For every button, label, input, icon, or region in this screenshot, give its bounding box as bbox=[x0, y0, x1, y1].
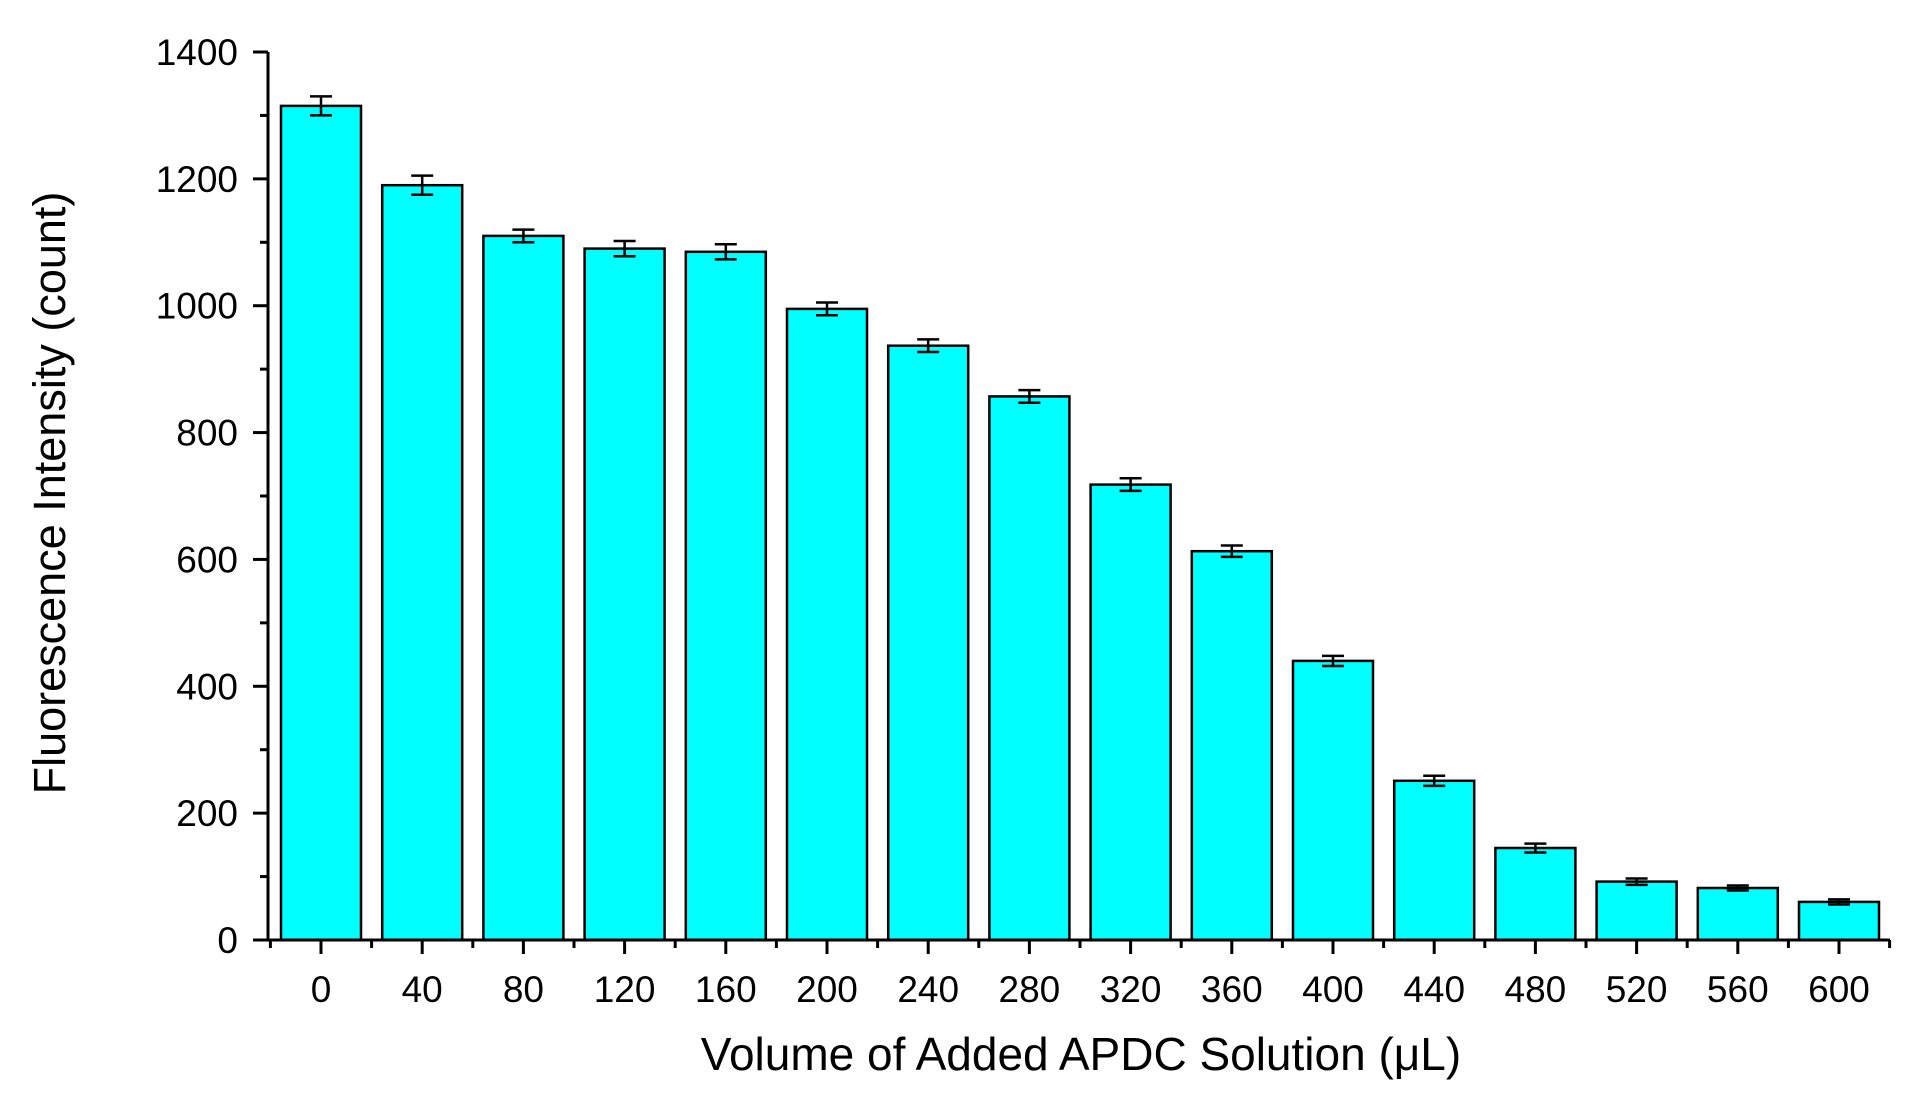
y-tick-label-600: 600 bbox=[176, 539, 238, 580]
x-tick-labels: 0 40 80 120 160 200 240 280 320 360 400 440 480 520 56… bbox=[311, 969, 1870, 1010]
error-bar-280 bbox=[1018, 388, 1041, 405]
x-tick-label-480: 480 bbox=[1505, 969, 1567, 1010]
bar-440 bbox=[1392, 779, 1476, 942]
bar-120 bbox=[583, 247, 666, 942]
y-tick-label-200: 200 bbox=[176, 793, 238, 834]
x-tick-label-320: 320 bbox=[1100, 969, 1162, 1010]
x-tick-label-0: 0 bbox=[311, 969, 332, 1010]
bar-160 bbox=[684, 250, 768, 942]
bar-200 bbox=[785, 307, 869, 942]
bar-360 bbox=[1190, 549, 1274, 942]
error-bar-520 bbox=[1625, 877, 1648, 887]
bar-0 bbox=[279, 104, 363, 942]
x-tick-label-80: 80 bbox=[503, 969, 544, 1010]
bar-560 bbox=[1696, 886, 1780, 942]
x-tick-label-400: 400 bbox=[1302, 969, 1364, 1010]
x-tick-label-520: 520 bbox=[1606, 969, 1668, 1010]
error-bar-160 bbox=[714, 242, 737, 261]
bar-600 bbox=[1797, 900, 1881, 942]
y-tick-label-1200: 1200 bbox=[156, 159, 238, 200]
y-tick-label-800: 800 bbox=[176, 413, 238, 454]
y-tick-label-1000: 1000 bbox=[156, 286, 238, 327]
x-axis-title: Volume of Added APDC Solution (μL) bbox=[701, 1028, 1461, 1080]
bar-400 bbox=[1291, 659, 1375, 942]
x-tick-label-560: 560 bbox=[1707, 969, 1769, 1010]
y-tick-label-400: 400 bbox=[176, 666, 238, 707]
bar-480 bbox=[1494, 846, 1577, 942]
bar-520 bbox=[1595, 880, 1678, 942]
x-tick-label-280: 280 bbox=[999, 969, 1061, 1010]
x-tick-label-40: 40 bbox=[402, 969, 443, 1010]
error-bar-120 bbox=[613, 239, 636, 258]
axes-group bbox=[253, 50, 1892, 954]
x-tick-label-240: 240 bbox=[897, 969, 959, 1010]
y-tick-label-0: 0 bbox=[217, 920, 238, 961]
error-bar-0 bbox=[310, 95, 332, 117]
error-bar-240 bbox=[917, 338, 940, 354]
error-bar-400 bbox=[1322, 654, 1344, 668]
error-bar-440 bbox=[1423, 774, 1446, 788]
error-bar-480 bbox=[1524, 842, 1547, 854]
error-bar-560 bbox=[1726, 884, 1749, 892]
error-bar-600 bbox=[1828, 898, 1850, 906]
bar-40 bbox=[380, 183, 464, 942]
x-tick-label-160: 160 bbox=[695, 969, 757, 1010]
error-bars-group bbox=[310, 95, 1850, 906]
x-tick-label-120: 120 bbox=[594, 969, 656, 1010]
x-tick-label-600: 600 bbox=[1808, 969, 1870, 1010]
x-tick-label-360: 360 bbox=[1201, 969, 1263, 1010]
x-tick-label-440: 440 bbox=[1403, 969, 1465, 1010]
bar-280 bbox=[988, 395, 1071, 942]
error-bar-360 bbox=[1220, 544, 1243, 559]
y-tick-label-1400: 1400 bbox=[156, 32, 238, 73]
error-bar-40 bbox=[411, 174, 434, 196]
error-bar-320 bbox=[1119, 476, 1142, 493]
bar-240 bbox=[886, 344, 970, 942]
bar-320 bbox=[1089, 483, 1172, 942]
bars-group bbox=[279, 104, 1881, 942]
bar-80 bbox=[482, 234, 565, 942]
x-tick-label-200: 200 bbox=[796, 969, 858, 1010]
y-tick-labels: 0 200 400 600 800 1000 1200 1400 bbox=[156, 32, 238, 961]
error-bar-80 bbox=[512, 228, 535, 244]
error-bar-200 bbox=[816, 301, 838, 317]
y-axis-title: Fluorescence Intensity (count) bbox=[24, 192, 75, 795]
